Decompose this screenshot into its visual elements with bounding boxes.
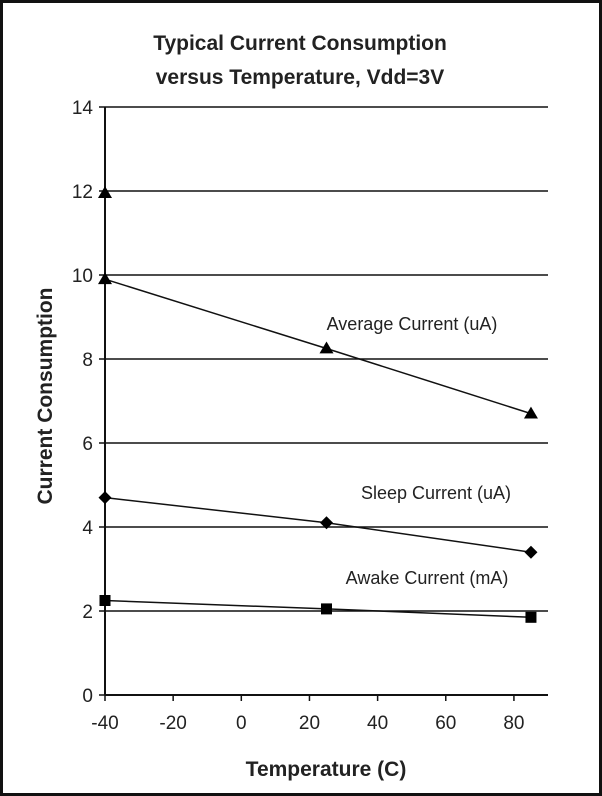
y-tick-label: 0 <box>82 686 93 707</box>
data-point-average-current-ua <box>523 406 538 419</box>
chart-title-line-2: versus Temperature, Vdd=3V <box>156 66 444 89</box>
data-point-extra <box>98 186 112 198</box>
x-tick-label: 40 <box>367 713 388 734</box>
series-label-average-current-ua: Average Current (uA) <box>327 314 498 334</box>
x-tick-label: 60 <box>435 713 456 734</box>
data-point-sleep-current-ua <box>98 491 112 505</box>
x-tick-label: -40 <box>91 713 118 734</box>
x-tick-label: 80 <box>503 713 524 734</box>
data-point-average-current-ua <box>98 272 112 285</box>
y-tick-label: 10 <box>72 266 93 287</box>
data-point-awake-current-ma <box>99 595 111 606</box>
y-tick-label: 12 <box>72 182 93 203</box>
x-tick-label: -20 <box>159 713 186 734</box>
data-point-sleep-current-ua <box>524 545 538 559</box>
x-axis-label: Temperature (C) <box>246 758 407 781</box>
series-label-sleep-current-ua: Sleep Current (uA) <box>361 483 511 503</box>
y-tick-label: 4 <box>82 518 93 539</box>
series-label-awake-current-ma: Awake Current (mA) <box>346 568 509 588</box>
y-tick-label: 8 <box>82 350 93 371</box>
data-point-average-current-ua <box>319 341 334 354</box>
y-tick-label: 6 <box>82 434 93 455</box>
chart-title-line-1: Typical Current Consumption <box>153 32 447 55</box>
data-point-sleep-current-ua <box>320 516 333 530</box>
x-tick-label: 20 <box>299 713 320 734</box>
x-tick-label: 0 <box>236 713 247 734</box>
y-tick-label: 14 <box>72 98 94 119</box>
data-point-awake-current-ma <box>525 611 537 623</box>
data-point-awake-current-ma <box>321 603 332 615</box>
y-axis-label: Current Consumption <box>34 288 57 505</box>
plot-area: 0 2 4 6 8 10 12 14 -40 -20 0 20 40 60 80 Average Curren… <box>72 98 548 734</box>
y-tick-label: 2 <box>82 602 93 623</box>
